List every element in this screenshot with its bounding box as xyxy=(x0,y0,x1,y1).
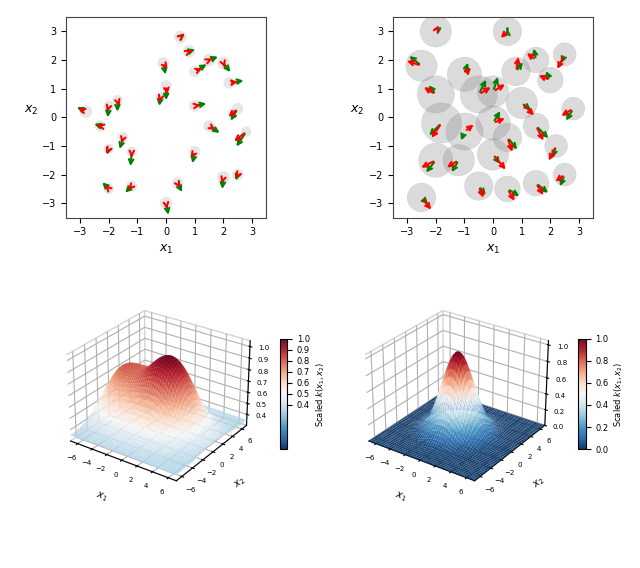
X-axis label: $x_1$: $x_1$ xyxy=(159,243,173,256)
Circle shape xyxy=(553,163,576,186)
Circle shape xyxy=(523,47,549,73)
Circle shape xyxy=(417,76,454,113)
Circle shape xyxy=(493,17,522,45)
Circle shape xyxy=(447,57,482,91)
Circle shape xyxy=(112,95,123,105)
Circle shape xyxy=(183,45,195,58)
Circle shape xyxy=(161,80,172,91)
Circle shape xyxy=(506,87,538,119)
Circle shape xyxy=(217,57,230,69)
Circle shape xyxy=(223,77,235,89)
Circle shape xyxy=(493,123,522,152)
Circle shape xyxy=(523,113,549,139)
Y-axis label: Scaled $k(x_1, x_2)$: Scaled $k(x_1, x_2)$ xyxy=(314,361,327,427)
X-axis label: $x_1$: $x_1$ xyxy=(486,243,500,256)
Circle shape xyxy=(189,66,200,77)
Circle shape xyxy=(156,92,166,102)
Circle shape xyxy=(553,43,576,66)
Circle shape xyxy=(204,120,215,132)
Circle shape xyxy=(104,101,114,111)
Circle shape xyxy=(232,169,243,180)
Circle shape xyxy=(241,127,252,137)
Circle shape xyxy=(477,76,509,107)
Y-axis label: $x_2$: $x_2$ xyxy=(232,475,248,491)
Circle shape xyxy=(174,31,187,43)
Circle shape xyxy=(465,172,493,201)
Circle shape xyxy=(460,76,497,113)
Circle shape xyxy=(420,15,452,47)
Circle shape xyxy=(422,103,461,143)
Circle shape xyxy=(406,50,437,81)
Circle shape xyxy=(545,135,568,157)
Circle shape xyxy=(127,147,137,157)
Circle shape xyxy=(203,54,216,66)
Circle shape xyxy=(443,144,474,176)
Circle shape xyxy=(217,171,230,183)
Circle shape xyxy=(232,103,243,114)
Circle shape xyxy=(172,177,183,189)
Circle shape xyxy=(79,105,92,118)
Circle shape xyxy=(407,183,436,212)
Y-axis label: $x_2$: $x_2$ xyxy=(351,104,365,117)
Circle shape xyxy=(157,57,169,69)
Circle shape xyxy=(476,106,510,140)
Y-axis label: $x_2$: $x_2$ xyxy=(531,475,547,491)
Circle shape xyxy=(104,183,114,194)
Y-axis label: Scaled $k(x_1, x_2)$: Scaled $k(x_1, x_2)$ xyxy=(612,361,625,427)
Circle shape xyxy=(495,176,520,202)
Circle shape xyxy=(477,139,509,170)
Circle shape xyxy=(502,57,531,86)
Circle shape xyxy=(126,180,138,192)
Circle shape xyxy=(118,132,128,143)
Circle shape xyxy=(189,146,200,157)
Circle shape xyxy=(562,97,585,120)
Circle shape xyxy=(104,144,114,154)
Y-axis label: $x_2$: $x_2$ xyxy=(24,104,38,117)
X-axis label: $x_1$: $x_1$ xyxy=(95,489,109,504)
Circle shape xyxy=(95,120,106,132)
X-axis label: $x_1$: $x_1$ xyxy=(393,489,408,504)
Circle shape xyxy=(523,170,549,196)
Circle shape xyxy=(419,143,453,177)
Circle shape xyxy=(446,113,483,150)
Circle shape xyxy=(538,67,563,93)
Circle shape xyxy=(189,100,200,111)
Circle shape xyxy=(160,197,172,210)
